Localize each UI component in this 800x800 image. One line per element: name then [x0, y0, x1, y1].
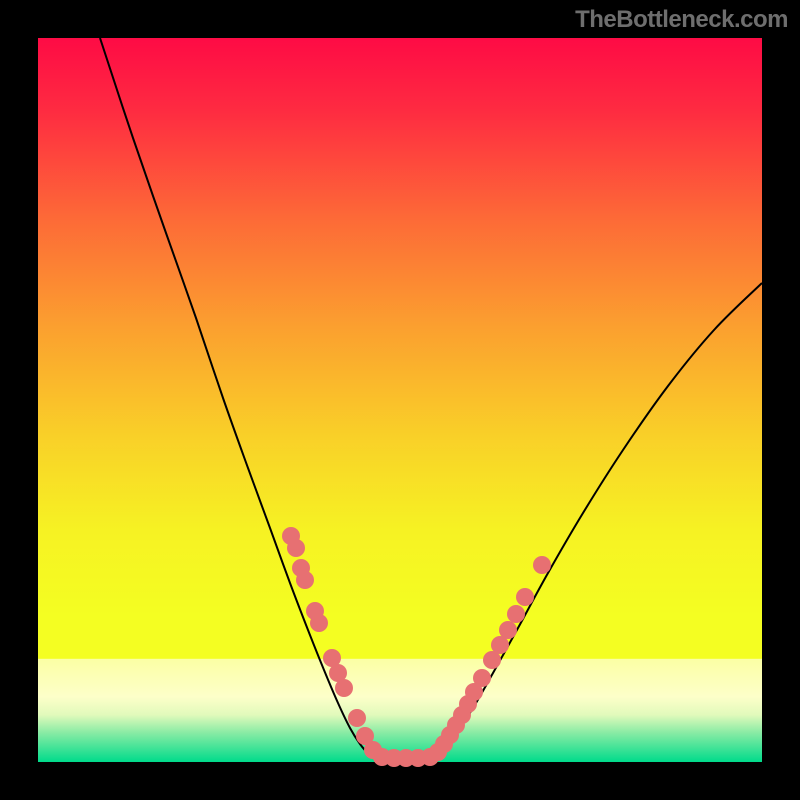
dot-left: [287, 539, 305, 557]
dot-right: [499, 621, 517, 639]
chart-frame: TheBottleneck.com: [0, 0, 800, 800]
dot-right: [516, 588, 534, 606]
dot-left: [335, 679, 353, 697]
dot-right: [507, 605, 525, 623]
dot-left: [296, 571, 314, 589]
plot-background: [38, 38, 762, 762]
dot-right: [473, 669, 491, 687]
chart-svg: [0, 0, 800, 800]
watermark-text: TheBottleneck.com: [575, 6, 788, 34]
dot-outlier: [533, 556, 551, 574]
dot-left: [348, 709, 366, 727]
dot-left: [310, 614, 328, 632]
